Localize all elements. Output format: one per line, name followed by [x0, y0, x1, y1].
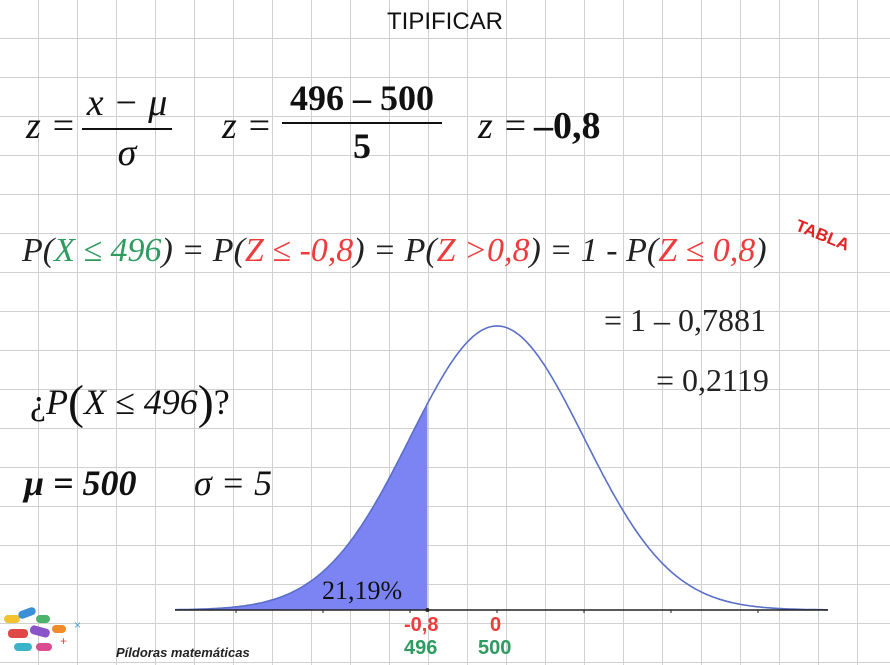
prob-part: P(: [22, 232, 55, 269]
fraction-bar: [282, 121, 442, 124]
formula-general-denominator: σ: [117, 131, 137, 174]
question-body: X ≤ 496: [83, 382, 198, 422]
cutoff-point: [425, 608, 430, 612]
prob-part: ) = 1 - P(: [529, 232, 659, 269]
formula-result-value: –0,8: [534, 105, 601, 147]
z-tick-label: -0,8: [404, 614, 439, 636]
formula-substituted-numerator: 496 – 500: [290, 78, 434, 118]
formula-substituted-lhs: z =: [222, 105, 272, 147]
svg-text:×: ×: [74, 618, 81, 632]
question-open: (: [67, 376, 84, 429]
formula-substituted-denominator: 5: [353, 125, 371, 166]
formula-result-lhs: z =: [478, 105, 528, 147]
page-title: TIPIFICAR: [386, 8, 503, 35]
question-prefix: ¿: [30, 382, 46, 422]
shaded-area: [175, 403, 428, 610]
formula-substituted-fraction: 496 – 500 5: [282, 78, 442, 166]
probability-line: P(X ≤ 496) = P(Z ≤ -0,8) = P(Z >0,8) = 1…: [22, 232, 767, 270]
prob-x-expression: X ≤ 496: [54, 232, 162, 269]
prob-z-expression-3: Z ≤ 0,8: [658, 232, 756, 269]
question-p: P: [45, 382, 68, 422]
x-tick-label: 500: [478, 637, 512, 659]
formula-general-lhs: z =: [26, 105, 76, 147]
formula-general-fraction: x − μ σ: [82, 82, 172, 174]
svg-text:+: +: [60, 634, 67, 648]
fraction-bar: [82, 127, 172, 130]
normal-curve: [175, 325, 828, 611]
z-tick-label: 0: [490, 614, 502, 636]
pills-logo-icon: × +: [4, 607, 81, 651]
shaded-area-label: 21,19%: [322, 576, 403, 605]
prob-z-expression-2: Z >0,8: [436, 232, 530, 269]
prob-z-expression-1: Z ≤ -0,8: [244, 232, 354, 269]
param-sigma: σ = 5: [194, 463, 273, 503]
x-tick-label: 496: [404, 637, 438, 659]
param-mu: μ = 500: [24, 463, 137, 503]
prob-part: ): [755, 232, 767, 269]
step-1: = 1 – 0,7881: [604, 302, 767, 338]
question-suffix: ?: [213, 382, 230, 422]
prob-part: ) = P(: [161, 232, 245, 269]
brand-name: Píldoras matemáticas: [116, 645, 250, 660]
prob-part: ) = P(: [353, 232, 437, 269]
step-2: = 0,2119: [656, 362, 769, 398]
formula-general-numerator: x − μ: [86, 82, 168, 124]
question: ¿P(X ≤ 496)?: [30, 375, 230, 430]
question-close: ): [197, 376, 214, 429]
